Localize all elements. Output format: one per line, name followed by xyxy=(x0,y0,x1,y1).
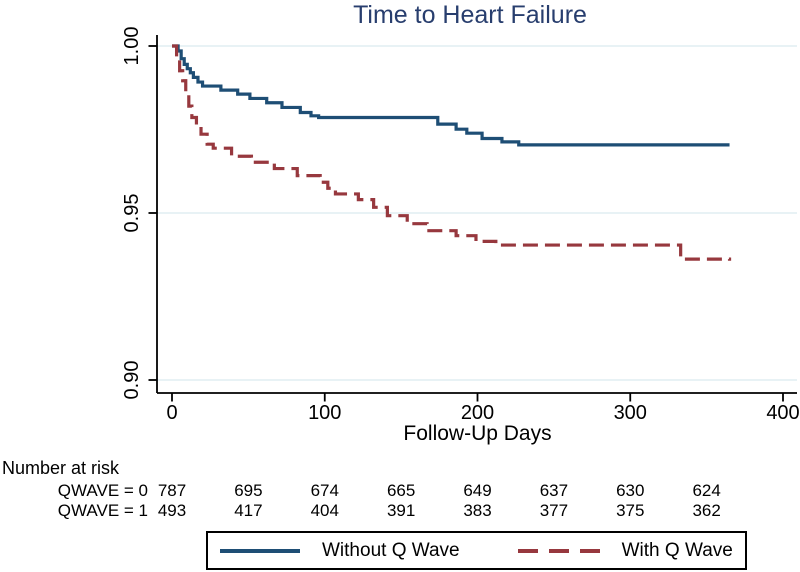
risk-value: 637 xyxy=(539,481,569,500)
risk-value: 649 xyxy=(463,481,492,500)
x-tick-label: 300 xyxy=(614,402,647,424)
risk-value: 383 xyxy=(463,501,492,520)
risk-value: 404 xyxy=(310,501,339,520)
x-tick-label: 100 xyxy=(308,402,341,424)
risk-row-label: QWAVE = 0 xyxy=(57,481,148,500)
x-tick-label: 0 xyxy=(166,402,177,424)
risk-value: 377 xyxy=(539,501,569,520)
legend-label-without-q-wave: Without Q Wave xyxy=(322,539,460,561)
risk-value: 630 xyxy=(616,481,645,500)
risk-value: 695 xyxy=(234,481,263,500)
curve-without-q-wave xyxy=(172,44,730,147)
risk-row-qwave1: QWAVE = 1 493 417 404 391 383 377 375 362 xyxy=(0,501,800,521)
curve-with-q-wave xyxy=(172,44,732,261)
risk-value: 674 xyxy=(310,481,339,500)
y-tick-label: 0.90 xyxy=(121,361,143,400)
chart-title: Time to Heart Failure xyxy=(353,1,587,29)
risk-row-qwave0: QWAVE = 0 787 695 674 665 649 637 630 624 xyxy=(0,481,800,501)
legend-box: Without Q Wave With Q Wave xyxy=(206,531,747,570)
risk-value: 665 xyxy=(386,481,416,500)
legend-label-with-q-wave: With Q Wave xyxy=(621,539,733,561)
y-tick-label: 1.00 xyxy=(121,27,143,66)
x-axis-label: Follow-Up Days xyxy=(403,422,551,445)
risk-value: 493 xyxy=(157,501,187,520)
risk-value: 375 xyxy=(616,501,645,520)
risk-value: 624 xyxy=(692,481,721,500)
risk-row-label: QWAVE = 1 xyxy=(57,501,148,520)
risk-value: 787 xyxy=(157,481,187,500)
risk-value: 362 xyxy=(692,501,721,520)
y-tick-label: 0.95 xyxy=(121,194,143,233)
x-tick-label: 400 xyxy=(766,402,799,424)
risk-value: 417 xyxy=(234,501,263,520)
survival-plot: 1.00 0.95 0.90 0 100 200 300 400 Follow-Up Days xyxy=(121,27,800,445)
legend-solid-line-swatch xyxy=(220,548,300,553)
x-tick-label: 200 xyxy=(461,402,494,424)
risk-value: 391 xyxy=(386,501,416,520)
risk-table-header: Number at risk xyxy=(2,458,120,478)
legend-dashed-line-swatch xyxy=(517,548,600,553)
